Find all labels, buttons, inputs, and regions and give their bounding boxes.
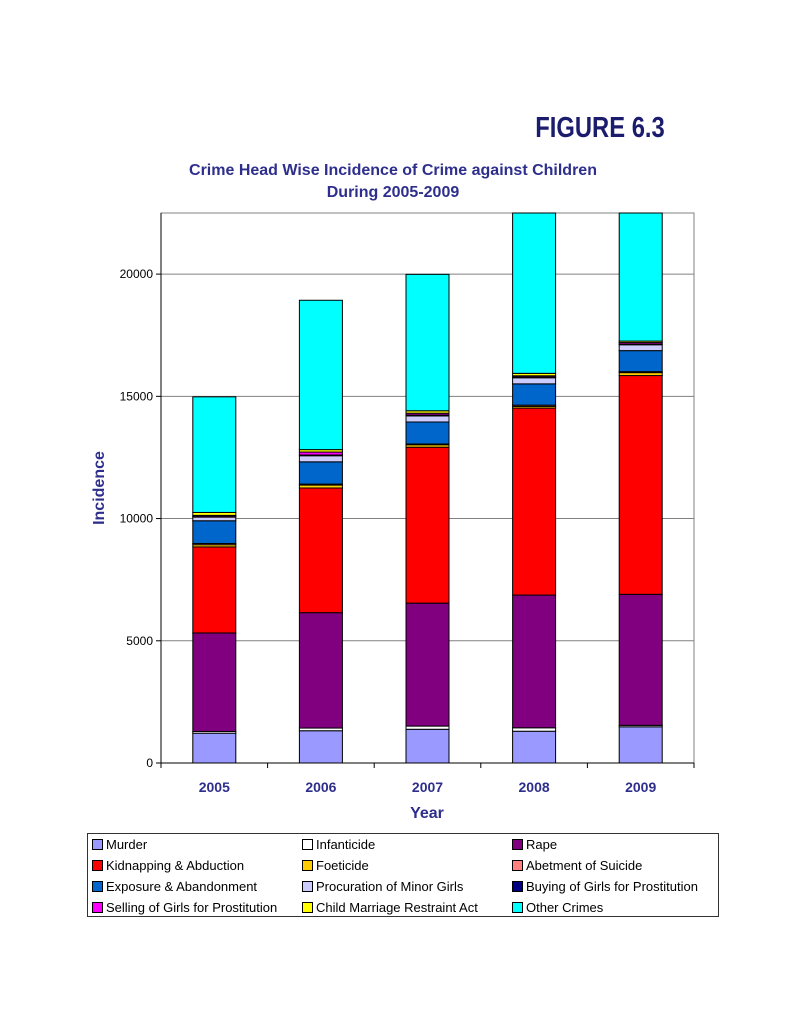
bar-segment [192, 516, 237, 522]
plot-area: 0 5000 10000 15000 20000 2005 2006 2007 2008 2009 [120, 212, 695, 795]
legend-swatch [512, 838, 523, 850]
legend-item: Other Crimes [512, 898, 603, 916]
legend-label: Murder [106, 836, 148, 852]
chart-subtitle: During 2005-2009 [326, 184, 460, 201]
legend-label: Other Crimes [526, 899, 604, 915]
bar-segment [298, 730, 343, 764]
y-tick-label: 10000 [120, 512, 154, 526]
legend-item: Rape [512, 835, 557, 853]
chart-title: Crime Head Wise Incidence of Crime again… [189, 162, 597, 179]
bar-segment [405, 446, 450, 604]
bar-segment [298, 461, 343, 485]
legend-label: Infanticide [316, 836, 376, 852]
legend-label: Foeticide [316, 857, 369, 873]
y-tick-label: 5000 [126, 634, 153, 648]
bar-segment [405, 728, 450, 764]
bar-segment [618, 212, 663, 342]
x-tick-label: 2008 [519, 779, 550, 795]
chart-title-block: Crime Head Wise Incidence of Crime again… [108, 160, 678, 204]
bar-segment [618, 593, 663, 726]
legend-label: Exposure & Abandonment [106, 878, 258, 894]
x-tick-label: 2009 [625, 779, 656, 795]
bar-segment [298, 455, 343, 463]
legend-item: Abetment of Suicide [512, 856, 642, 874]
x-tick-label: 2006 [305, 779, 336, 795]
legend-label: Child Marriage Restraint Act [316, 899, 478, 915]
y-axis-label: Incidence [91, 451, 108, 525]
legend-label: Buying of Girls for Prostitution [526, 878, 698, 894]
legend-item: Procuration of Minor Girls [302, 877, 463, 895]
bar-segment [618, 375, 663, 595]
bar-segment [405, 415, 450, 423]
bar-segment [618, 726, 663, 764]
legend-swatch [92, 838, 103, 850]
bar-segment [512, 730, 557, 764]
figure-label: FIGURE 6.3 [535, 112, 665, 144]
legend-swatch [92, 859, 103, 871]
bar-segment [618, 344, 663, 352]
bar-segment [405, 421, 450, 445]
bar-segment [192, 546, 237, 634]
legend-item: Murder [92, 835, 147, 853]
legend-item: Foeticide [302, 856, 369, 874]
bar-segment [512, 407, 557, 596]
bar-segment [405, 273, 450, 412]
legend-label: Procuration of Minor Girls [316, 878, 464, 894]
bar-segment [405, 602, 450, 727]
x-tick-label: 2007 [412, 779, 443, 795]
legend-item: Infanticide [302, 835, 375, 853]
bar-segment [512, 377, 557, 385]
legend-item: Exposure & Abandonment [92, 877, 257, 895]
bar-segment [618, 350, 663, 373]
legend-swatch [92, 901, 103, 913]
bar-segment [192, 732, 237, 764]
y-tick-label: 0 [146, 756, 153, 770]
legend-swatch [302, 859, 313, 871]
bar-segment [192, 396, 237, 513]
x-axis-label: Year [410, 805, 444, 822]
y-tick-label: 20000 [120, 267, 154, 281]
legend-swatch [512, 880, 523, 892]
legend-item: Child Marriage Restraint Act [302, 898, 478, 916]
bar-segment [512, 594, 557, 729]
bar-segment [512, 212, 557, 374]
legend-swatch [302, 880, 313, 892]
legend-swatch [512, 859, 523, 871]
bar-segment [512, 383, 557, 406]
bar-segment [298, 612, 343, 729]
legend-swatch [512, 901, 523, 913]
legend-label: Rape [526, 836, 558, 852]
legend-swatch [302, 901, 313, 913]
legend-item: Kidnapping & Abduction [92, 856, 244, 874]
bar-segment [192, 520, 237, 544]
bar-segment [512, 727, 557, 732]
bar-segment [192, 632, 237, 732]
legend-item: Buying of Girls for Prostitution [512, 877, 698, 895]
bar-segment [298, 487, 343, 614]
legend-label: Kidnapping & Abduction [106, 857, 245, 873]
chart-legend: Murder Infanticide Rape Kidnapping & Abduct… [87, 833, 719, 917]
y-tick-label: 15000 [120, 389, 154, 403]
x-tick-label: 2005 [199, 779, 230, 795]
legend-label: Selling of Girls for Prostitution [106, 899, 278, 915]
bar-segment [298, 299, 343, 451]
legend-item: Selling of Girls for Prostitution [92, 898, 277, 916]
legend-swatch [92, 880, 103, 892]
legend-swatch [302, 838, 313, 850]
legend-label: Abetment of Suicide [526, 857, 643, 873]
